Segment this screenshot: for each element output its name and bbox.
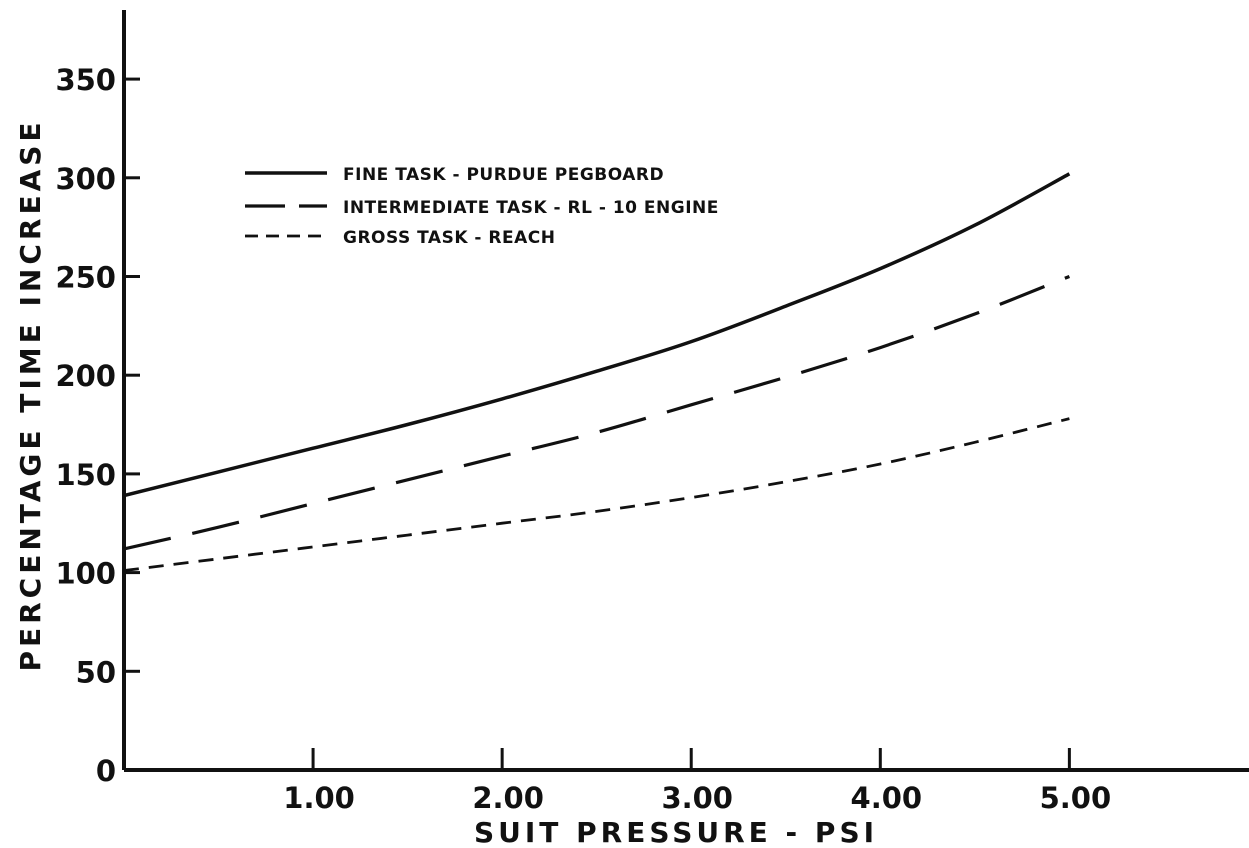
y-tick-label: 0 [96, 754, 116, 788]
y-tick-label: 100 [55, 557, 116, 591]
y-axis-title: PERCENTAGE TIME INCREASE [14, 118, 47, 671]
legend-label-2: INTERMEDIATE TASK - RL - 10 ENGINE [343, 198, 719, 218]
x-tick-label: 5.00 [1040, 781, 1112, 815]
y-tick-label: 300 [55, 162, 116, 196]
y-tick-label: 200 [55, 359, 116, 393]
legend-label-3: GROSS TASK - REACH [343, 228, 555, 248]
y-tick-label: 50 [76, 655, 116, 689]
x-tick-label: 1.00 [283, 781, 355, 815]
x-tick-label: 3.00 [661, 781, 733, 815]
series-lines [123, 172, 1071, 572]
x-tick-label: 2.00 [472, 781, 544, 815]
legend-label-1: FINE TASK - PURDUE PEGBOARD [343, 165, 664, 185]
legend: FINE TASK - PURDUE PEGBOARD INTERMEDIATE … [245, 165, 719, 248]
y-tick-label: 150 [55, 458, 116, 492]
x-ticks: 1.00 2.00 3.00 4.00 5.00 [283, 748, 1111, 815]
series-line-1 [123, 172, 1071, 498]
y-tick-label: 350 [55, 63, 116, 97]
y-tick-label: 250 [55, 260, 116, 294]
y-ticks: 0 50 100 150 200 250 300 350 [55, 63, 140, 788]
series-line-2 [123, 275, 1070, 551]
axes [122, 10, 1249, 772]
x-tick-label: 4.00 [851, 781, 923, 815]
x-axis-title: SUIT PRESSURE - PSI [474, 816, 878, 848]
series-line-3 [123, 417, 1070, 572]
